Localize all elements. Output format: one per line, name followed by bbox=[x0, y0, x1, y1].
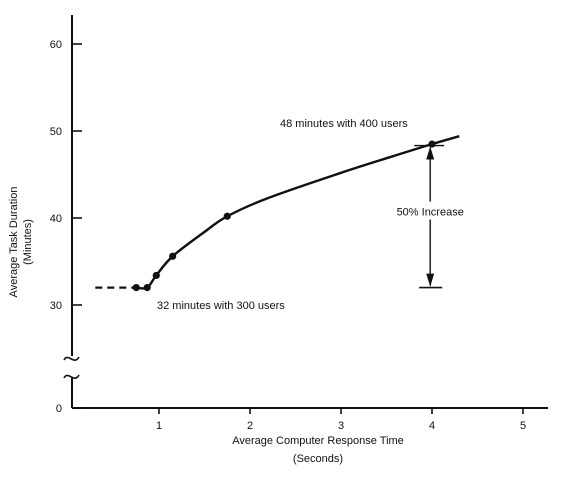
series-point bbox=[133, 284, 140, 291]
x-axis-units: (Seconds) bbox=[293, 453, 343, 465]
axes: 1 2 3 4 5 0 30 40 50 60 bbox=[50, 15, 548, 432]
low-point-annotation: 32 minutes with 300 users bbox=[157, 300, 285, 312]
x-tick-label: 2 bbox=[247, 420, 253, 432]
x-axis-title: Average Computer Response Time bbox=[232, 435, 404, 447]
increase-arrow-head-down bbox=[426, 274, 434, 287]
y-tick-label: 40 bbox=[50, 213, 62, 225]
x-tick-label: 3 bbox=[338, 420, 344, 432]
axis-break-symbol bbox=[64, 375, 79, 378]
y-axis-title: Average Task Duration bbox=[8, 187, 20, 298]
y-axis-units: (Minutes) bbox=[22, 219, 34, 265]
y-tick-label: 0 bbox=[56, 403, 62, 415]
series-point bbox=[428, 140, 435, 147]
x-tick-label: 5 bbox=[520, 420, 526, 432]
series-point bbox=[169, 253, 176, 260]
x-tick-label: 4 bbox=[429, 420, 435, 432]
y-tick-label: 50 bbox=[50, 126, 62, 138]
x-ticks: 1 2 3 4 5 bbox=[156, 408, 526, 432]
x-tick-label: 1 bbox=[156, 420, 162, 432]
increase-arrow-head-up bbox=[426, 147, 434, 160]
series-point bbox=[153, 272, 160, 279]
increase-annotation: 50% Increase bbox=[389, 146, 471, 288]
series-point bbox=[144, 284, 151, 291]
series-point bbox=[224, 213, 231, 220]
increase-label: 50% Increase bbox=[397, 207, 464, 219]
axis-break-symbol bbox=[64, 357, 79, 360]
y-tick-label: 30 bbox=[50, 300, 62, 312]
high-point-annotation: 48 minutes with 400 users bbox=[280, 118, 408, 130]
y-tick-label: 60 bbox=[50, 39, 62, 51]
